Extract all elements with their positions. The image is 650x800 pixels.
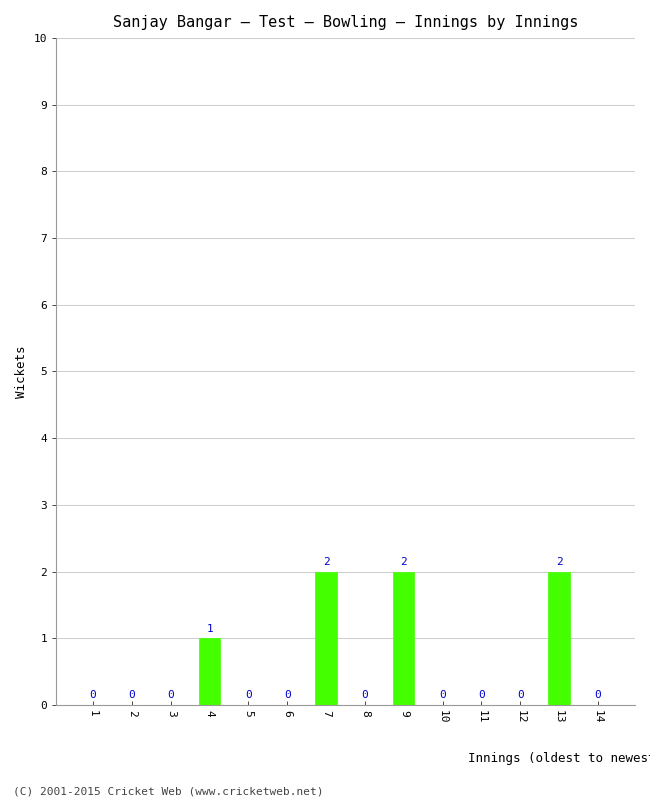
Title: Sanjay Bangar – Test – Bowling – Innings by Innings: Sanjay Bangar – Test – Bowling – Innings…	[113, 15, 578, 30]
Text: 0: 0	[168, 690, 174, 700]
Text: 0: 0	[478, 690, 485, 700]
Text: 0: 0	[90, 690, 96, 700]
Y-axis label: Wickets: Wickets	[15, 346, 28, 398]
Text: 0: 0	[245, 690, 252, 700]
Text: 2: 2	[400, 557, 407, 567]
Bar	[199, 638, 220, 705]
X-axis label: Innings (oldest to newest): Innings (oldest to newest)	[468, 751, 650, 765]
Text: 2: 2	[323, 557, 330, 567]
Bar	[315, 571, 337, 705]
Text: 0: 0	[595, 690, 601, 700]
Text: 2: 2	[556, 557, 562, 567]
Bar	[549, 571, 570, 705]
Text: 1: 1	[206, 623, 213, 634]
Text: 0: 0	[129, 690, 135, 700]
Text: 0: 0	[439, 690, 446, 700]
Text: 0: 0	[284, 690, 291, 700]
Text: 0: 0	[361, 690, 369, 700]
Bar	[393, 571, 415, 705]
Text: 0: 0	[517, 690, 524, 700]
Text: (C) 2001-2015 Cricket Web (www.cricketweb.net): (C) 2001-2015 Cricket Web (www.cricketwe…	[13, 786, 324, 796]
